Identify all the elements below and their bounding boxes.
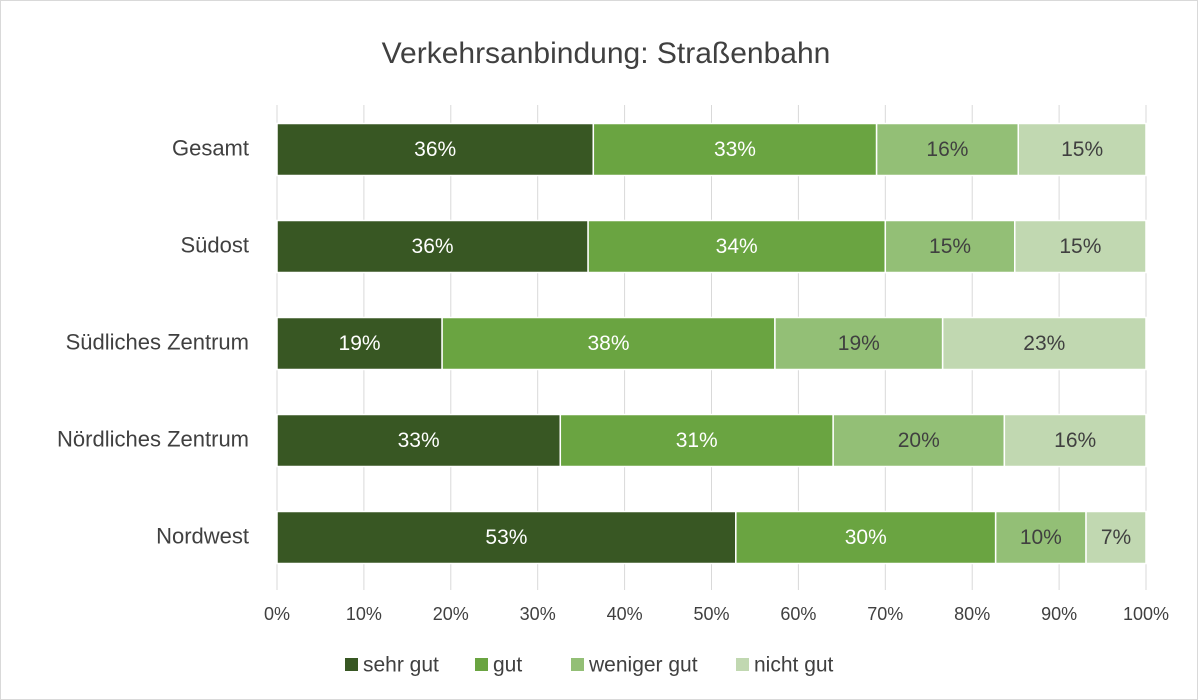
bar-segment (1017, 122, 1147, 177)
x-tick-label: 0% (264, 604, 290, 624)
x-tick-label: 70% (867, 604, 903, 624)
data-label: 19% (339, 332, 381, 355)
y-tick-label: Nördliches Zentrum (57, 426, 249, 451)
bar-segment (875, 122, 1020, 177)
data-label: 23% (1023, 332, 1065, 355)
bar-segment (941, 316, 1147, 371)
data-label: 10% (1020, 526, 1062, 549)
legend-label: gut (493, 654, 522, 677)
bar-segment (441, 316, 776, 371)
legend-swatch (345, 658, 358, 671)
x-tick-label: 20% (433, 604, 469, 624)
bar-segment (276, 510, 737, 565)
data-label: 36% (412, 235, 454, 258)
data-label: 33% (714, 138, 756, 161)
bar-segment (276, 316, 443, 371)
data-label: 19% (838, 332, 880, 355)
data-label: 31% (676, 429, 718, 452)
y-tick-label: Nordwest (156, 523, 249, 548)
x-tick-label: 80% (954, 604, 990, 624)
data-label: 15% (1059, 235, 1101, 258)
data-label: 15% (1061, 138, 1103, 161)
y-tick-label: Südost (181, 232, 250, 257)
legend-label: weniger gut (588, 654, 698, 677)
x-tick-label: 40% (607, 604, 643, 624)
data-label: 53% (485, 526, 527, 549)
legend-swatch (571, 658, 584, 671)
bar-segment (276, 122, 595, 177)
bar-segment (276, 219, 589, 274)
data-label: 38% (588, 332, 630, 355)
bar-segment (735, 510, 997, 565)
x-tick-label: 30% (520, 604, 556, 624)
data-label: 16% (926, 138, 968, 161)
y-tick-label: Gesamt (172, 135, 249, 160)
legend-label: sehr gut (363, 654, 439, 677)
data-label: 36% (414, 138, 456, 161)
bar-segment (587, 219, 887, 274)
data-label: 15% (929, 235, 971, 258)
legend-label: nicht gut (754, 654, 834, 677)
legend-swatch (475, 658, 488, 671)
bar-segment (1003, 413, 1147, 468)
chart-title: Verkehrsanbindung: Straßenbahn (382, 37, 831, 70)
data-label: 30% (845, 526, 887, 549)
x-tick-label: 100% (1123, 604, 1169, 624)
x-tick-label: 10% (346, 604, 382, 624)
x-tick-label: 50% (693, 604, 729, 624)
bar-segment (276, 413, 562, 468)
data-label: 20% (898, 429, 940, 452)
bar-segment (1014, 219, 1147, 274)
x-tick-label: 90% (1041, 604, 1077, 624)
bar-segment (832, 413, 1006, 468)
x-tick-label: 60% (780, 604, 816, 624)
data-label: 33% (398, 429, 440, 452)
bar-segment (994, 510, 1087, 565)
bar-segment (559, 413, 834, 468)
y-tick-label: Südliches Zentrum (66, 329, 249, 354)
bar-segment (774, 316, 944, 371)
data-label: 34% (716, 235, 758, 258)
legend-swatch (736, 658, 749, 671)
data-label: 16% (1054, 429, 1096, 452)
bar-segment (1085, 510, 1147, 565)
data-label: 7% (1101, 526, 1131, 549)
